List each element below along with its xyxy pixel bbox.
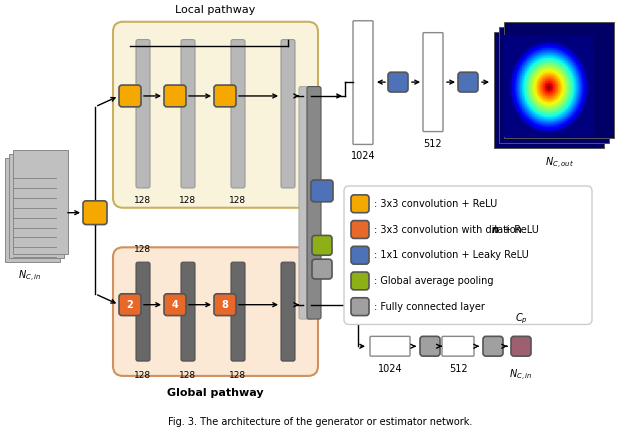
Text: 128: 128: [134, 245, 152, 254]
FancyBboxPatch shape: [136, 39, 150, 188]
Bar: [13, 151, 68, 254]
FancyBboxPatch shape: [351, 221, 369, 239]
FancyBboxPatch shape: [281, 39, 295, 188]
FancyBboxPatch shape: [164, 85, 186, 107]
FancyBboxPatch shape: [307, 87, 321, 319]
FancyBboxPatch shape: [353, 21, 373, 145]
FancyBboxPatch shape: [214, 294, 236, 316]
FancyBboxPatch shape: [119, 85, 141, 107]
Bar: [499, 27, 609, 143]
Text: Global pathway: Global pathway: [167, 388, 264, 398]
FancyBboxPatch shape: [388, 72, 408, 92]
Text: 128: 128: [229, 196, 246, 205]
Text: $N_{C,out}$: $N_{C,out}$: [545, 156, 573, 172]
FancyBboxPatch shape: [344, 186, 592, 324]
FancyBboxPatch shape: [181, 262, 195, 361]
Text: 128: 128: [179, 371, 196, 380]
Bar: [494, 32, 604, 148]
FancyBboxPatch shape: [370, 336, 410, 356]
Text: 1024: 1024: [378, 364, 403, 374]
Text: n: n: [492, 224, 499, 235]
Text: : 3x3 convolution with dilation: : 3x3 convolution with dilation: [374, 224, 525, 235]
Text: : Fully connected layer: : Fully connected layer: [374, 302, 485, 312]
Text: 2: 2: [127, 300, 133, 310]
Text: $N_{C,in}$: $N_{C,in}$: [19, 269, 42, 284]
FancyBboxPatch shape: [420, 336, 440, 356]
Bar: [5, 158, 60, 262]
FancyBboxPatch shape: [351, 298, 369, 316]
FancyBboxPatch shape: [231, 262, 245, 361]
Text: 1024: 1024: [351, 151, 375, 161]
FancyBboxPatch shape: [214, 85, 236, 107]
Text: 128: 128: [179, 196, 196, 205]
FancyBboxPatch shape: [511, 336, 531, 356]
FancyBboxPatch shape: [442, 336, 474, 356]
FancyBboxPatch shape: [351, 195, 369, 213]
Text: : Global average pooling: : Global average pooling: [374, 276, 493, 286]
FancyBboxPatch shape: [458, 72, 478, 92]
Text: : 1x1 convolution + Leaky ReLU: : 1x1 convolution + Leaky ReLU: [374, 250, 529, 260]
Text: 128: 128: [134, 371, 152, 380]
FancyBboxPatch shape: [164, 294, 186, 316]
FancyBboxPatch shape: [119, 294, 141, 316]
Text: 512: 512: [424, 139, 442, 149]
Bar: [9, 154, 64, 258]
FancyBboxPatch shape: [312, 259, 332, 279]
Text: Local pathway: Local pathway: [175, 5, 256, 15]
FancyBboxPatch shape: [351, 246, 369, 264]
FancyBboxPatch shape: [351, 272, 369, 290]
Text: 128: 128: [229, 371, 246, 380]
FancyBboxPatch shape: [312, 236, 332, 255]
Text: 512: 512: [449, 364, 467, 374]
Text: 4: 4: [172, 300, 179, 310]
FancyBboxPatch shape: [181, 39, 195, 188]
FancyBboxPatch shape: [113, 247, 318, 376]
FancyBboxPatch shape: [423, 33, 443, 132]
FancyBboxPatch shape: [83, 201, 107, 224]
Text: Fig. 3. The architecture of the generator or estimator network.: Fig. 3. The architecture of the generato…: [168, 417, 472, 427]
Text: $N_{C,in}$: $N_{C,in}$: [509, 368, 532, 383]
Bar: [504, 22, 614, 139]
Text: + ReLU: + ReLU: [500, 224, 539, 235]
Text: $C_p$: $C_p$: [515, 312, 527, 326]
FancyBboxPatch shape: [281, 262, 295, 361]
Text: : 3x3 convolution + ReLU: : 3x3 convolution + ReLU: [374, 199, 497, 209]
FancyBboxPatch shape: [231, 39, 245, 188]
FancyBboxPatch shape: [113, 22, 318, 208]
FancyBboxPatch shape: [299, 87, 313, 319]
Text: 8: 8: [221, 300, 228, 310]
FancyBboxPatch shape: [483, 336, 503, 356]
FancyBboxPatch shape: [311, 180, 333, 202]
FancyBboxPatch shape: [136, 262, 150, 361]
Text: 128: 128: [134, 196, 152, 205]
